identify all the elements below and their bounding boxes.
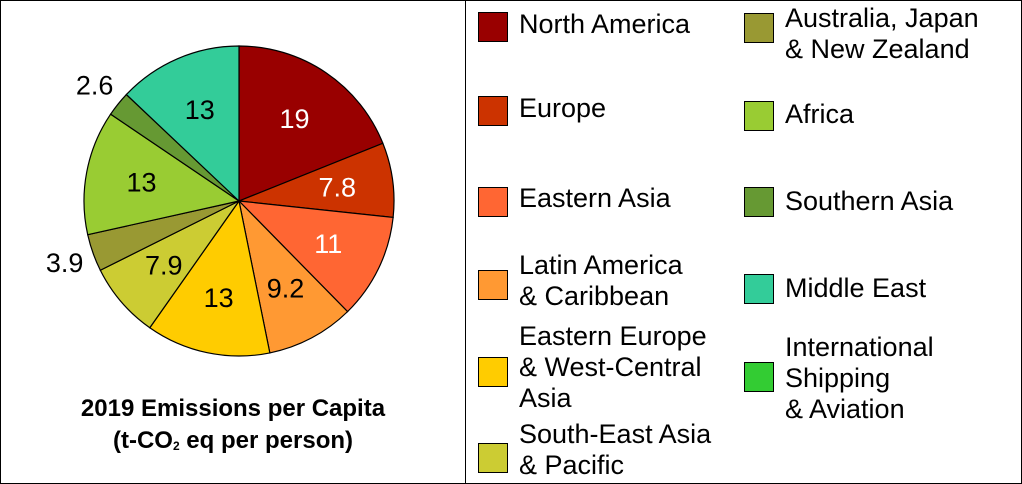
- chart-title-line-2: (t-CO2 eq per person): [113, 427, 353, 454]
- legend-label: Africa: [785, 99, 855, 129]
- legend-swatch: [478, 357, 508, 387]
- legend-label: Eastern Europe & West-Central Asia: [519, 321, 707, 413]
- legend-swatch: [478, 443, 508, 473]
- legend-swatch: [478, 12, 508, 42]
- legend-swatch: [744, 274, 774, 304]
- pie-label-eastern-asia: 11: [314, 229, 342, 259]
- pie-slice-latin-america-caribbean: [238, 199, 349, 354]
- pie-label-australia-japan-new-zealand: 3.9: [46, 248, 84, 278]
- pie-label-north-america: 19: [280, 104, 310, 134]
- legend-label: Eastern Asia: [519, 183, 671, 213]
- pie-chart: 19 7.8 11 9.2 13 7.9 3.9 13 2.6 13: [46, 45, 395, 357]
- legend-swatch: [744, 13, 774, 43]
- pie-slice-eastern-europe-west-central-asia: [148, 199, 271, 357]
- legend-swatch: [744, 362, 774, 392]
- chart-subtitle-suffix: eq per person): [179, 427, 354, 454]
- legend-label: Southern Asia: [785, 186, 954, 216]
- pie-label-middle-east: 13: [185, 95, 215, 125]
- legend-swatch: [744, 187, 774, 217]
- legend-swatch: [478, 270, 508, 300]
- legend-label: Europe: [519, 93, 607, 123]
- legend-label: Australia, Japan & New Zealand: [785, 3, 979, 64]
- panel-divider: [465, 1, 466, 483]
- pie-slice-eastern-asia: [237, 200, 394, 313]
- chart-subtitle-prefix: (t-CO: [112, 427, 173, 454]
- pie-slice-africa: [83, 113, 241, 236]
- legend-swatch: [478, 96, 508, 126]
- pie-slice-middle-east: [125, 45, 240, 203]
- pie-label-africa: 13: [127, 167, 157, 197]
- pie-label-south-east-asia-pacific: 7.9: [145, 251, 183, 281]
- pie-label-europe: 7.8: [318, 172, 356, 202]
- legend-label: International Shipping & Aviation: [785, 332, 934, 424]
- pie-label-eastern-europe-west-central-asia: 13: [204, 283, 234, 313]
- pie-slice-north-america: [238, 45, 384, 202]
- pie-label-southern-asia: 2.6: [76, 70, 114, 100]
- chart-title-line-1: 2019 Emissions per Capita: [80, 395, 386, 422]
- legend-label: North America: [519, 9, 691, 39]
- legend-swatch: [478, 187, 508, 217]
- chart-title: 2019 Emissions per Capita (t-CO2 eq per …: [1, 393, 465, 462]
- chart-subtitle-subscript: 2: [172, 439, 180, 453]
- legend-swatch: [744, 101, 774, 131]
- legend-label: Latin America & Caribbean: [519, 250, 683, 311]
- legend-label: South-East Asia & Pacific: [519, 419, 712, 480]
- pie-label-latin-america-caribbean: 9.2: [267, 274, 305, 304]
- legend-label: Middle East: [785, 273, 927, 303]
